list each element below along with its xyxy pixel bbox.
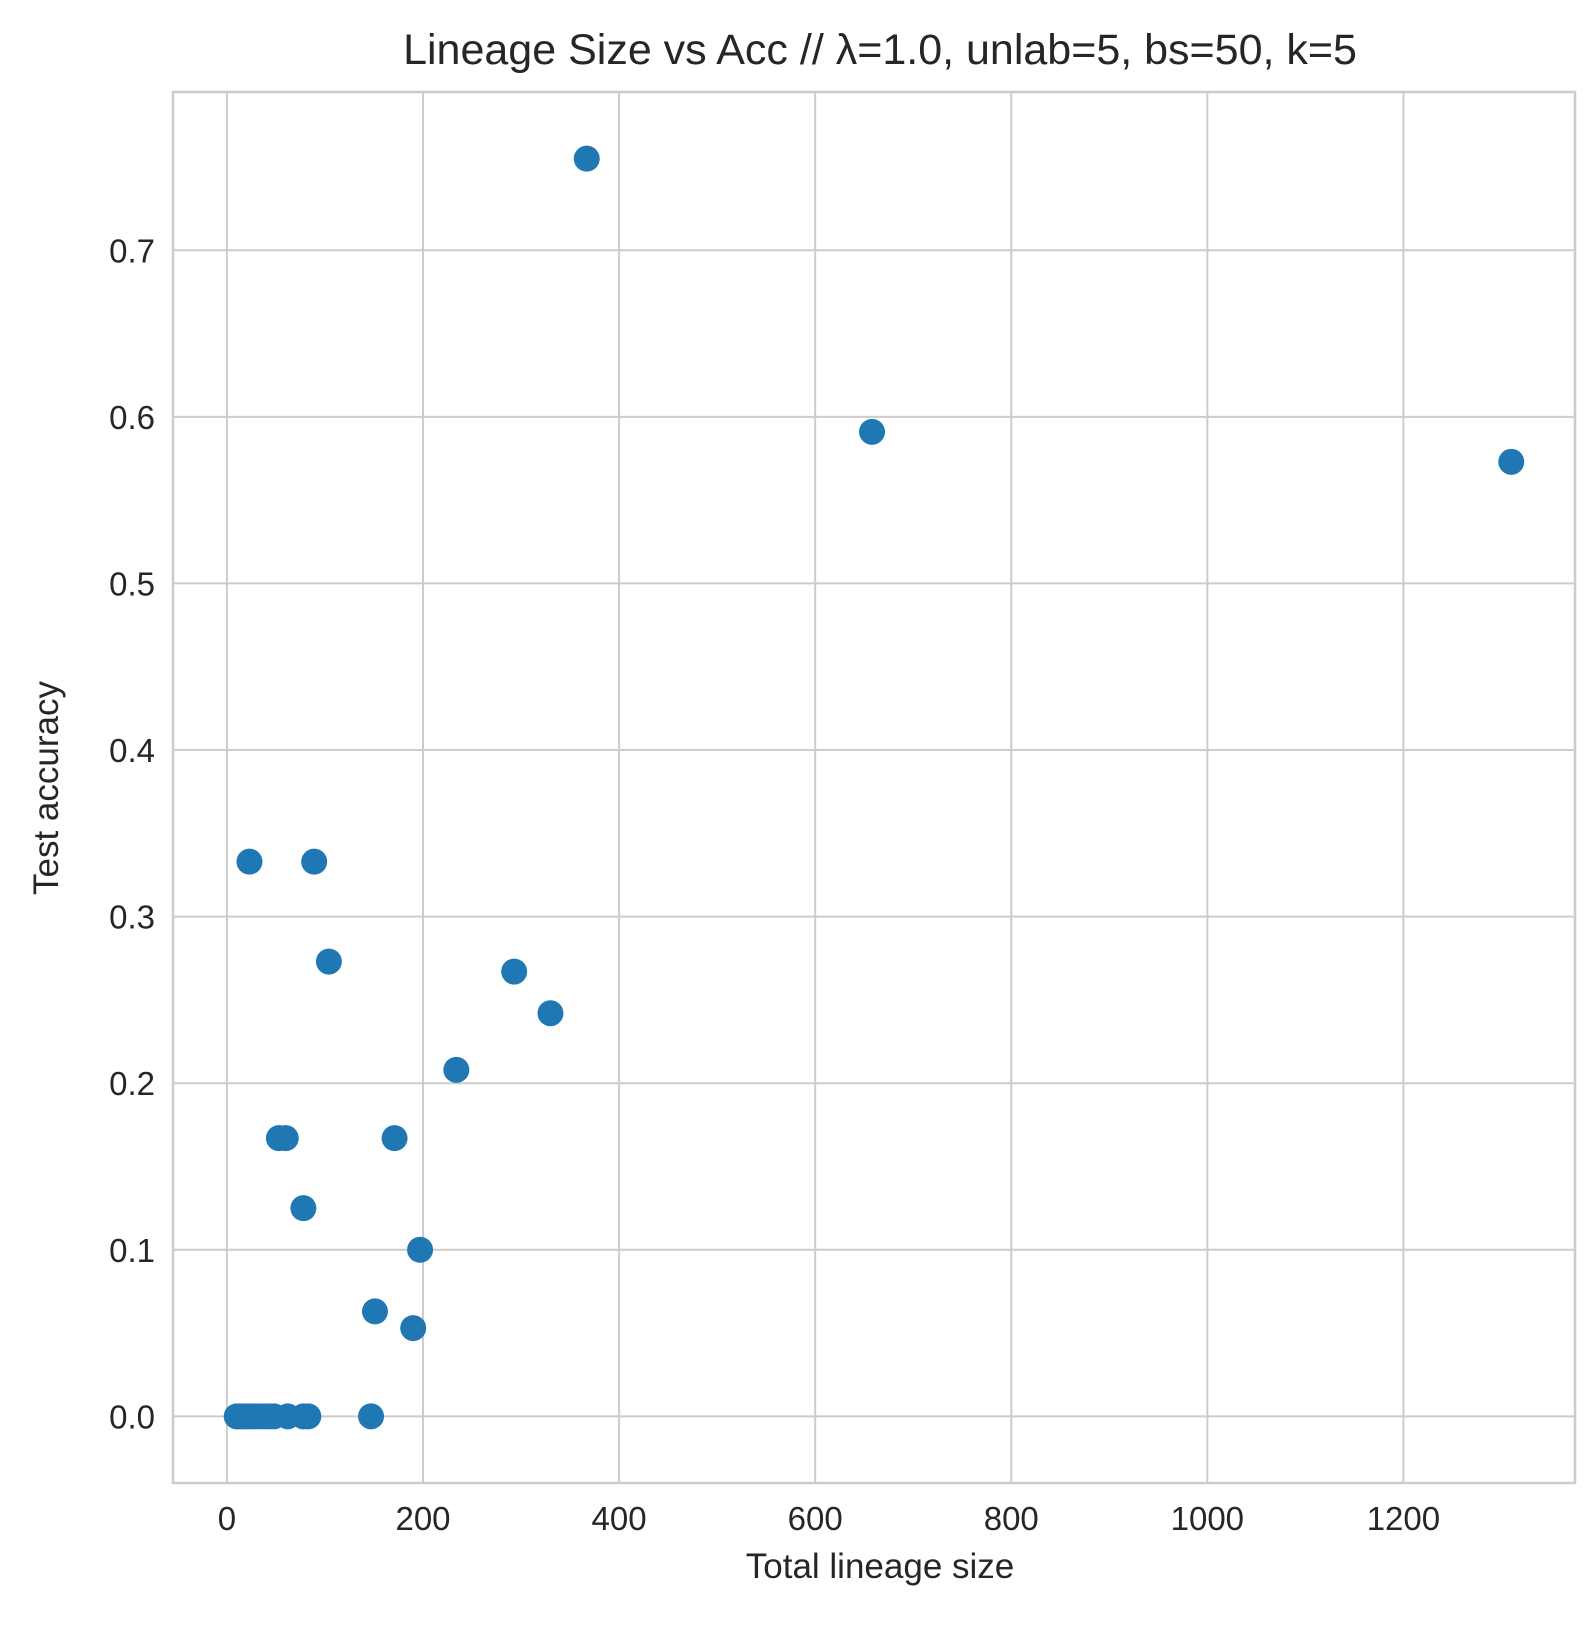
scatter-point [290, 1195, 317, 1222]
x-tick-label: 800 [984, 1500, 1039, 1537]
y-tick-label: 0.2 [109, 1065, 155, 1102]
scatter-point [407, 1236, 434, 1263]
grid-lines [173, 92, 1575, 1483]
y-tick-label: 0.0 [109, 1398, 155, 1435]
scatter-point [537, 1000, 564, 1027]
x-tick-label: 0 [218, 1500, 236, 1537]
scatter-point [381, 1125, 408, 1152]
scatter-point [295, 1403, 322, 1430]
scatter-point [315, 948, 342, 975]
scatter-point [236, 848, 263, 875]
x-axis-label: Total lineage size [746, 1547, 1015, 1586]
scatter-point [272, 1125, 299, 1152]
x-tick-label: 200 [395, 1500, 450, 1537]
y-tick-label: 0.5 [109, 565, 155, 602]
scatter-point [443, 1056, 470, 1083]
data-points [223, 145, 1525, 1430]
x-tick-label: 400 [592, 1500, 647, 1537]
y-tick-label: 0.4 [109, 732, 155, 769]
x-tick-label: 1200 [1367, 1500, 1440, 1537]
x-tick-label: 1000 [1171, 1500, 1244, 1537]
scatter-point [301, 848, 328, 875]
scatter-point [400, 1315, 427, 1342]
chart-title: Lineage Size vs Acc // λ=1.0, unlab=5, b… [403, 26, 1357, 74]
y-axis-label: Test accuracy [27, 681, 66, 895]
scatter-point [361, 1298, 388, 1325]
axes-frame [171, 90, 1577, 1485]
x-tick-label: 600 [788, 1500, 843, 1537]
tick-labels: 0 200 400 600 800 1000 1200 0.0 0.1 0.2 0.3 0.4 0.5 0… [109, 232, 1440, 1537]
y-tick-label: 0.1 [109, 1232, 155, 1269]
scatter-point [501, 958, 528, 985]
y-tick-label: 0.3 [109, 899, 155, 936]
scatter-point [1498, 448, 1525, 475]
y-tick-label: 0.7 [109, 232, 155, 269]
scatter-point [573, 145, 600, 172]
scatter-point [859, 418, 886, 445]
plot-area-frame [171, 90, 1577, 1485]
scatter-point [358, 1403, 385, 1430]
y-tick-label: 0.6 [109, 399, 155, 436]
